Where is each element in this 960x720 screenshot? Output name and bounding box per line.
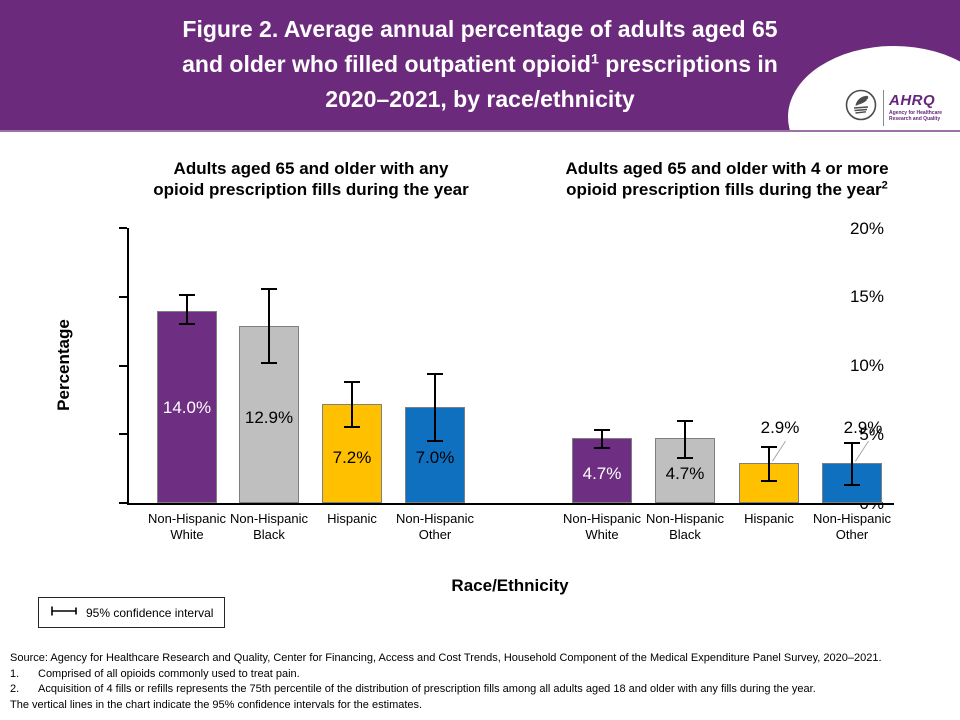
confidence-interval-legend: 95% confidence interval [38,597,226,628]
y-axis-tick [119,433,127,436]
error-bar-cap-top [427,372,443,375]
error-bar-line [851,442,853,486]
error-bar-line [351,382,353,428]
x-axis-category-label: Non-Hispanic Black [645,511,725,542]
error-bar-cap-bottom [427,440,443,443]
bar-value-label: 12.9% [244,407,294,427]
y-axis-line [127,228,129,503]
x-axis-category-label: Non-Hispanic Other [812,511,892,542]
bar-value-label: 7.0% [415,447,455,467]
error-bar-cap-bottom [594,447,610,449]
footnote-ref-2: 2 [881,179,888,192]
bar-value-label: 14.0% [162,398,212,418]
y-axis-tick [119,364,127,367]
y-axis-tick-label: 15% [849,287,884,307]
figure-title-line1: Figure 2. Average annual percentage of a… [182,16,778,42]
y-axis-tick [119,227,127,229]
error-bar-cap-top [844,441,860,444]
ahrq-tagline: Agency for Healthcare Research and Quali… [889,110,943,122]
x-axis-category-label: Hispanic [327,511,377,526]
y-axis-tick-label: 5% [859,424,884,444]
error-bar-line [601,430,603,448]
y-axis-tick [119,295,127,298]
bar-chart-plot-area: 0% 5% 10% 15% 20% 14.0% Non-Hispanic White 12.9… [119,220,894,542]
footnote-1: 1. Comprised of all opioids commonly use… [10,667,300,680]
y-axis-tick-label: 10% [849,356,884,375]
error-bar-cap-top [677,419,693,422]
panel-title-any-fills: Adults aged 65 and older with any opioid… [153,159,469,199]
error-bar-cap-top [761,445,777,448]
x-axis-category-label: Non-Hispanic White [147,511,227,542]
bar-value-label: 4.7% [582,464,622,484]
footnote-2: 2. Acquisition of 4 fills or refills rep… [10,683,816,695]
ahrq-logo-content: AHRQ Agency for Healthcare Research and … [844,88,942,127]
logo-divider [883,89,884,126]
error-bar-line [768,446,770,481]
ahrq-wordmark: AHRQ [889,92,936,109]
error-bar-line [186,295,188,325]
y-axis-tick-label: 20% [849,218,884,238]
error-bar-cap-bottom [844,484,860,487]
x-axis-category-label: Non-Hispanic White [562,511,642,542]
error-bar-cap-bottom [261,361,277,364]
error-bar-cap-bottom [761,480,777,482]
figure-title-line3: 2020–2021, by race/ethnicity [325,86,635,112]
error-bar-cap-bottom [677,456,693,459]
footnote-ref-1: 1 [590,51,599,68]
figure-title-line2b: prescriptions in [598,51,778,77]
ahrq-logo-text: AHRQ Agency for Healthcare Research and … [889,93,942,122]
error-bar-cap-top [344,381,360,383]
bar-any-non-hispanic-white [157,310,217,503]
label-leader-line [772,440,786,462]
bar-any-non-hispanic-other [405,406,465,503]
error-bar-cap-top [179,294,195,297]
panel-title-4plus-fills: Adults aged 65 and older with 4 or more … [565,159,889,199]
y-axis-tick [119,502,127,504]
error-bar-line [684,420,686,458]
figure-header: Figure 2. Average annual percentage of a… [0,0,960,132]
figure-title-line2: and older who filled outpatient opioid [182,51,591,77]
error-bar-cap-top [594,429,610,432]
legend-label: 95% confidence interval [86,605,214,620]
source-line: Source: Agency for Healthcare Research a… [10,652,882,664]
error-bar-icon [50,604,78,622]
error-bar-line [268,288,270,363]
x-axis-category-label: Non-Hispanic Other [395,511,475,542]
figure-title: Figure 2. Average annual percentage of a… [0,12,960,117]
bar-value-label: 4.7% [665,464,705,484]
ci-explanation-line: The vertical lines in the chart indicate… [10,698,423,711]
error-bar-cap-top [261,287,277,290]
bar-4plus-non-hispanic-white [572,438,632,503]
error-bar-line [434,373,436,442]
bar-value-label: 2.9% [760,418,800,438]
bar-value-label: 2.9% [843,418,883,438]
bar-value-label: 7.2% [332,447,372,467]
x-axis-title: Race/Ethnicity [451,576,569,595]
error-bar-cap-bottom [179,323,195,326]
hhs-eagle-icon [844,88,878,127]
x-axis-category-label: Hispanic [744,511,794,526]
label-leader-line [855,440,869,462]
error-bar-cap-bottom [344,426,360,429]
footnotes: Source: Agency for Healthcare Research a… [10,651,956,713]
x-axis-line [127,503,894,505]
x-axis-category-label: Non-Hispanic Black [229,511,309,542]
y-axis-title: Percentage [54,319,73,411]
